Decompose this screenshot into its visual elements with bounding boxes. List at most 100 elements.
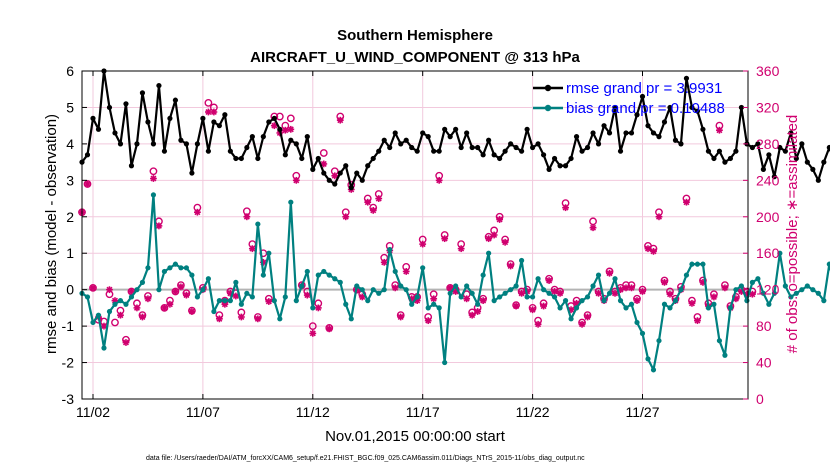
bias-point bbox=[332, 276, 338, 282]
bias-point bbox=[601, 298, 607, 304]
rmse-point bbox=[134, 141, 140, 147]
obs-assimilated-marker bbox=[545, 277, 553, 284]
rmse-point bbox=[106, 104, 113, 111]
bias-point bbox=[271, 298, 277, 304]
bias-point bbox=[683, 272, 690, 278]
bias-point bbox=[326, 272, 332, 278]
rmse-point bbox=[392, 130, 398, 136]
obs-possible-marker bbox=[149, 167, 158, 176]
bias-point bbox=[348, 316, 354, 322]
obs-possible-marker bbox=[111, 318, 119, 327]
rmse-point bbox=[216, 123, 222, 129]
obs-assimilated-marker bbox=[578, 320, 586, 328]
obs-assimilated-marker bbox=[237, 313, 245, 321]
bias-point bbox=[755, 276, 761, 282]
y2-axis-label: # of obs: o=possible; ∗=assimilated bbox=[784, 115, 801, 354]
bias-point bbox=[672, 298, 679, 304]
bias-point bbox=[420, 265, 426, 271]
rmse-point bbox=[249, 134, 255, 140]
bias-point bbox=[392, 268, 398, 275]
rmse-point bbox=[420, 130, 426, 136]
rmse-point bbox=[211, 119, 217, 125]
bias-point bbox=[711, 301, 717, 307]
rmse-point bbox=[469, 144, 475, 151]
rmse-point bbox=[299, 155, 305, 162]
bias-point bbox=[145, 265, 151, 271]
x-tick-label: 11/17 bbox=[406, 404, 440, 420]
bias-point bbox=[431, 301, 437, 307]
rmse-point bbox=[689, 104, 695, 111]
rmse-point bbox=[650, 130, 657, 136]
bias-point bbox=[128, 294, 135, 300]
bias-point bbox=[502, 290, 508, 296]
bias-point bbox=[579, 298, 585, 304]
x-tick-label: 11/07 bbox=[186, 404, 220, 420]
rmse-point bbox=[667, 104, 673, 111]
rmse-point bbox=[260, 134, 266, 140]
bias-point bbox=[634, 319, 640, 326]
bias-point bbox=[595, 272, 602, 278]
rmse-point bbox=[628, 130, 635, 136]
bias-point bbox=[304, 268, 310, 275]
bias-point bbox=[282, 294, 288, 300]
y-tick-label: 6 bbox=[66, 63, 74, 79]
rmse-point bbox=[376, 148, 382, 154]
bias-point bbox=[139, 279, 146, 285]
obs-assimilated-marker bbox=[650, 248, 657, 255]
obs-assimilated-marker bbox=[716, 126, 723, 134]
rmse-point bbox=[672, 137, 679, 143]
obs-possible-marker bbox=[319, 149, 328, 157]
bias-point bbox=[255, 221, 261, 227]
bias-point bbox=[650, 367, 657, 373]
bias-point bbox=[200, 287, 206, 293]
rmse-point bbox=[348, 185, 354, 191]
bias-point bbox=[365, 298, 371, 304]
bias-point bbox=[205, 276, 211, 282]
bias-point bbox=[343, 301, 349, 307]
bias-point bbox=[716, 338, 723, 344]
rmse-point bbox=[700, 126, 706, 132]
obs-assimilated-marker bbox=[320, 160, 328, 168]
rmse-point bbox=[584, 144, 591, 151]
rmse-point bbox=[354, 170, 360, 176]
obs-assimilated-marker bbox=[177, 283, 185, 291]
bias-point bbox=[782, 283, 788, 289]
grid bbox=[82, 71, 748, 399]
obs-possible-marker bbox=[308, 322, 317, 331]
rmse-point bbox=[117, 141, 124, 147]
rmse-point bbox=[326, 177, 332, 183]
bias-point bbox=[288, 199, 294, 205]
bias-point bbox=[733, 287, 739, 293]
bias-point bbox=[337, 279, 343, 285]
rmse-point bbox=[486, 137, 492, 143]
y2-tick-label: 0 bbox=[756, 391, 764, 407]
rmse-point bbox=[766, 152, 772, 158]
y-tick-label: 1 bbox=[66, 245, 74, 261]
obs-assimilated-marker bbox=[468, 311, 476, 319]
obs-assimilated-marker bbox=[336, 116, 344, 124]
obs-assimilated-marker bbox=[281, 126, 289, 134]
rmse-point bbox=[540, 152, 547, 158]
bias-point bbox=[804, 283, 810, 289]
obs-possible-marker bbox=[275, 112, 284, 121]
obs-assimilated-marker bbox=[375, 195, 383, 202]
bias-point bbox=[475, 301, 481, 307]
bias-point bbox=[551, 294, 558, 300]
chart-title: Southern Hemisphere bbox=[337, 27, 493, 44]
rmse-point bbox=[760, 166, 766, 172]
bias-point bbox=[359, 287, 365, 293]
obs-assimilated-marker bbox=[474, 308, 482, 315]
rmse-point bbox=[716, 148, 723, 154]
obs-assimilated-marker bbox=[419, 240, 427, 248]
obs-assimilated-marker bbox=[204, 108, 212, 116]
rmse-point bbox=[123, 101, 129, 107]
y2-tick-label: 120 bbox=[756, 282, 780, 298]
bias-point bbox=[656, 338, 662, 344]
rmse-point bbox=[480, 152, 486, 158]
rmse-point bbox=[238, 155, 244, 162]
bias-line bbox=[81, 193, 830, 371]
bias-point bbox=[376, 290, 382, 296]
rmse-point bbox=[771, 174, 777, 180]
bias-point bbox=[694, 261, 701, 267]
rmse-point bbox=[409, 144, 415, 151]
